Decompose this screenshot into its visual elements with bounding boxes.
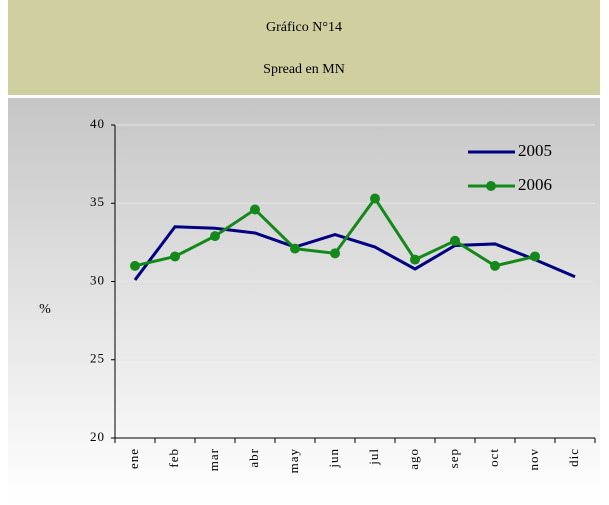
- chart-subtitle: Spread en MN: [263, 62, 345, 77]
- x-tick-label: mar: [206, 448, 221, 471]
- y-tick-label: 35: [90, 194, 105, 209]
- y-axis-label: %: [39, 302, 51, 317]
- x-tick-label: may: [286, 448, 301, 473]
- x-tick-label: ago: [406, 448, 421, 470]
- series-marker: [210, 231, 220, 242]
- x-tick-label: jun: [326, 448, 341, 469]
- series-marker: [170, 251, 180, 262]
- x-tick-label: jul: [366, 448, 381, 466]
- header-box: [8, 0, 600, 95]
- series-marker: [530, 251, 540, 262]
- series-line: [133, 225, 576, 281]
- series-marker: [130, 260, 140, 271]
- x-tick-label: feb: [166, 448, 181, 468]
- y-tick-label: 40: [90, 116, 105, 131]
- legend-label: 2006: [518, 175, 552, 194]
- plot-background: [8, 98, 600, 500]
- legend-label: 2005: [518, 141, 552, 160]
- series-marker: [410, 254, 420, 265]
- series-marker: [490, 260, 500, 271]
- x-tick-label: abr: [246, 448, 261, 468]
- chart-title: Gráfico N°14: [266, 20, 342, 35]
- series-marker: [250, 204, 260, 215]
- legend-marker: [486, 181, 496, 191]
- series-marker: [370, 193, 380, 204]
- y-tick-label: 25: [90, 351, 105, 366]
- series-marker: [290, 243, 300, 254]
- y-tick-label: 20: [90, 429, 105, 444]
- y-tick-label: 30: [90, 272, 105, 287]
- x-tick-label: nov: [526, 448, 541, 471]
- x-tick-label: dic: [566, 448, 581, 467]
- x-tick-label: sep: [446, 448, 461, 468]
- x-tick-label: oct: [486, 448, 501, 467]
- x-tick-label: ene: [126, 448, 141, 469]
- series-marker: [450, 235, 460, 246]
- series-marker: [330, 248, 340, 259]
